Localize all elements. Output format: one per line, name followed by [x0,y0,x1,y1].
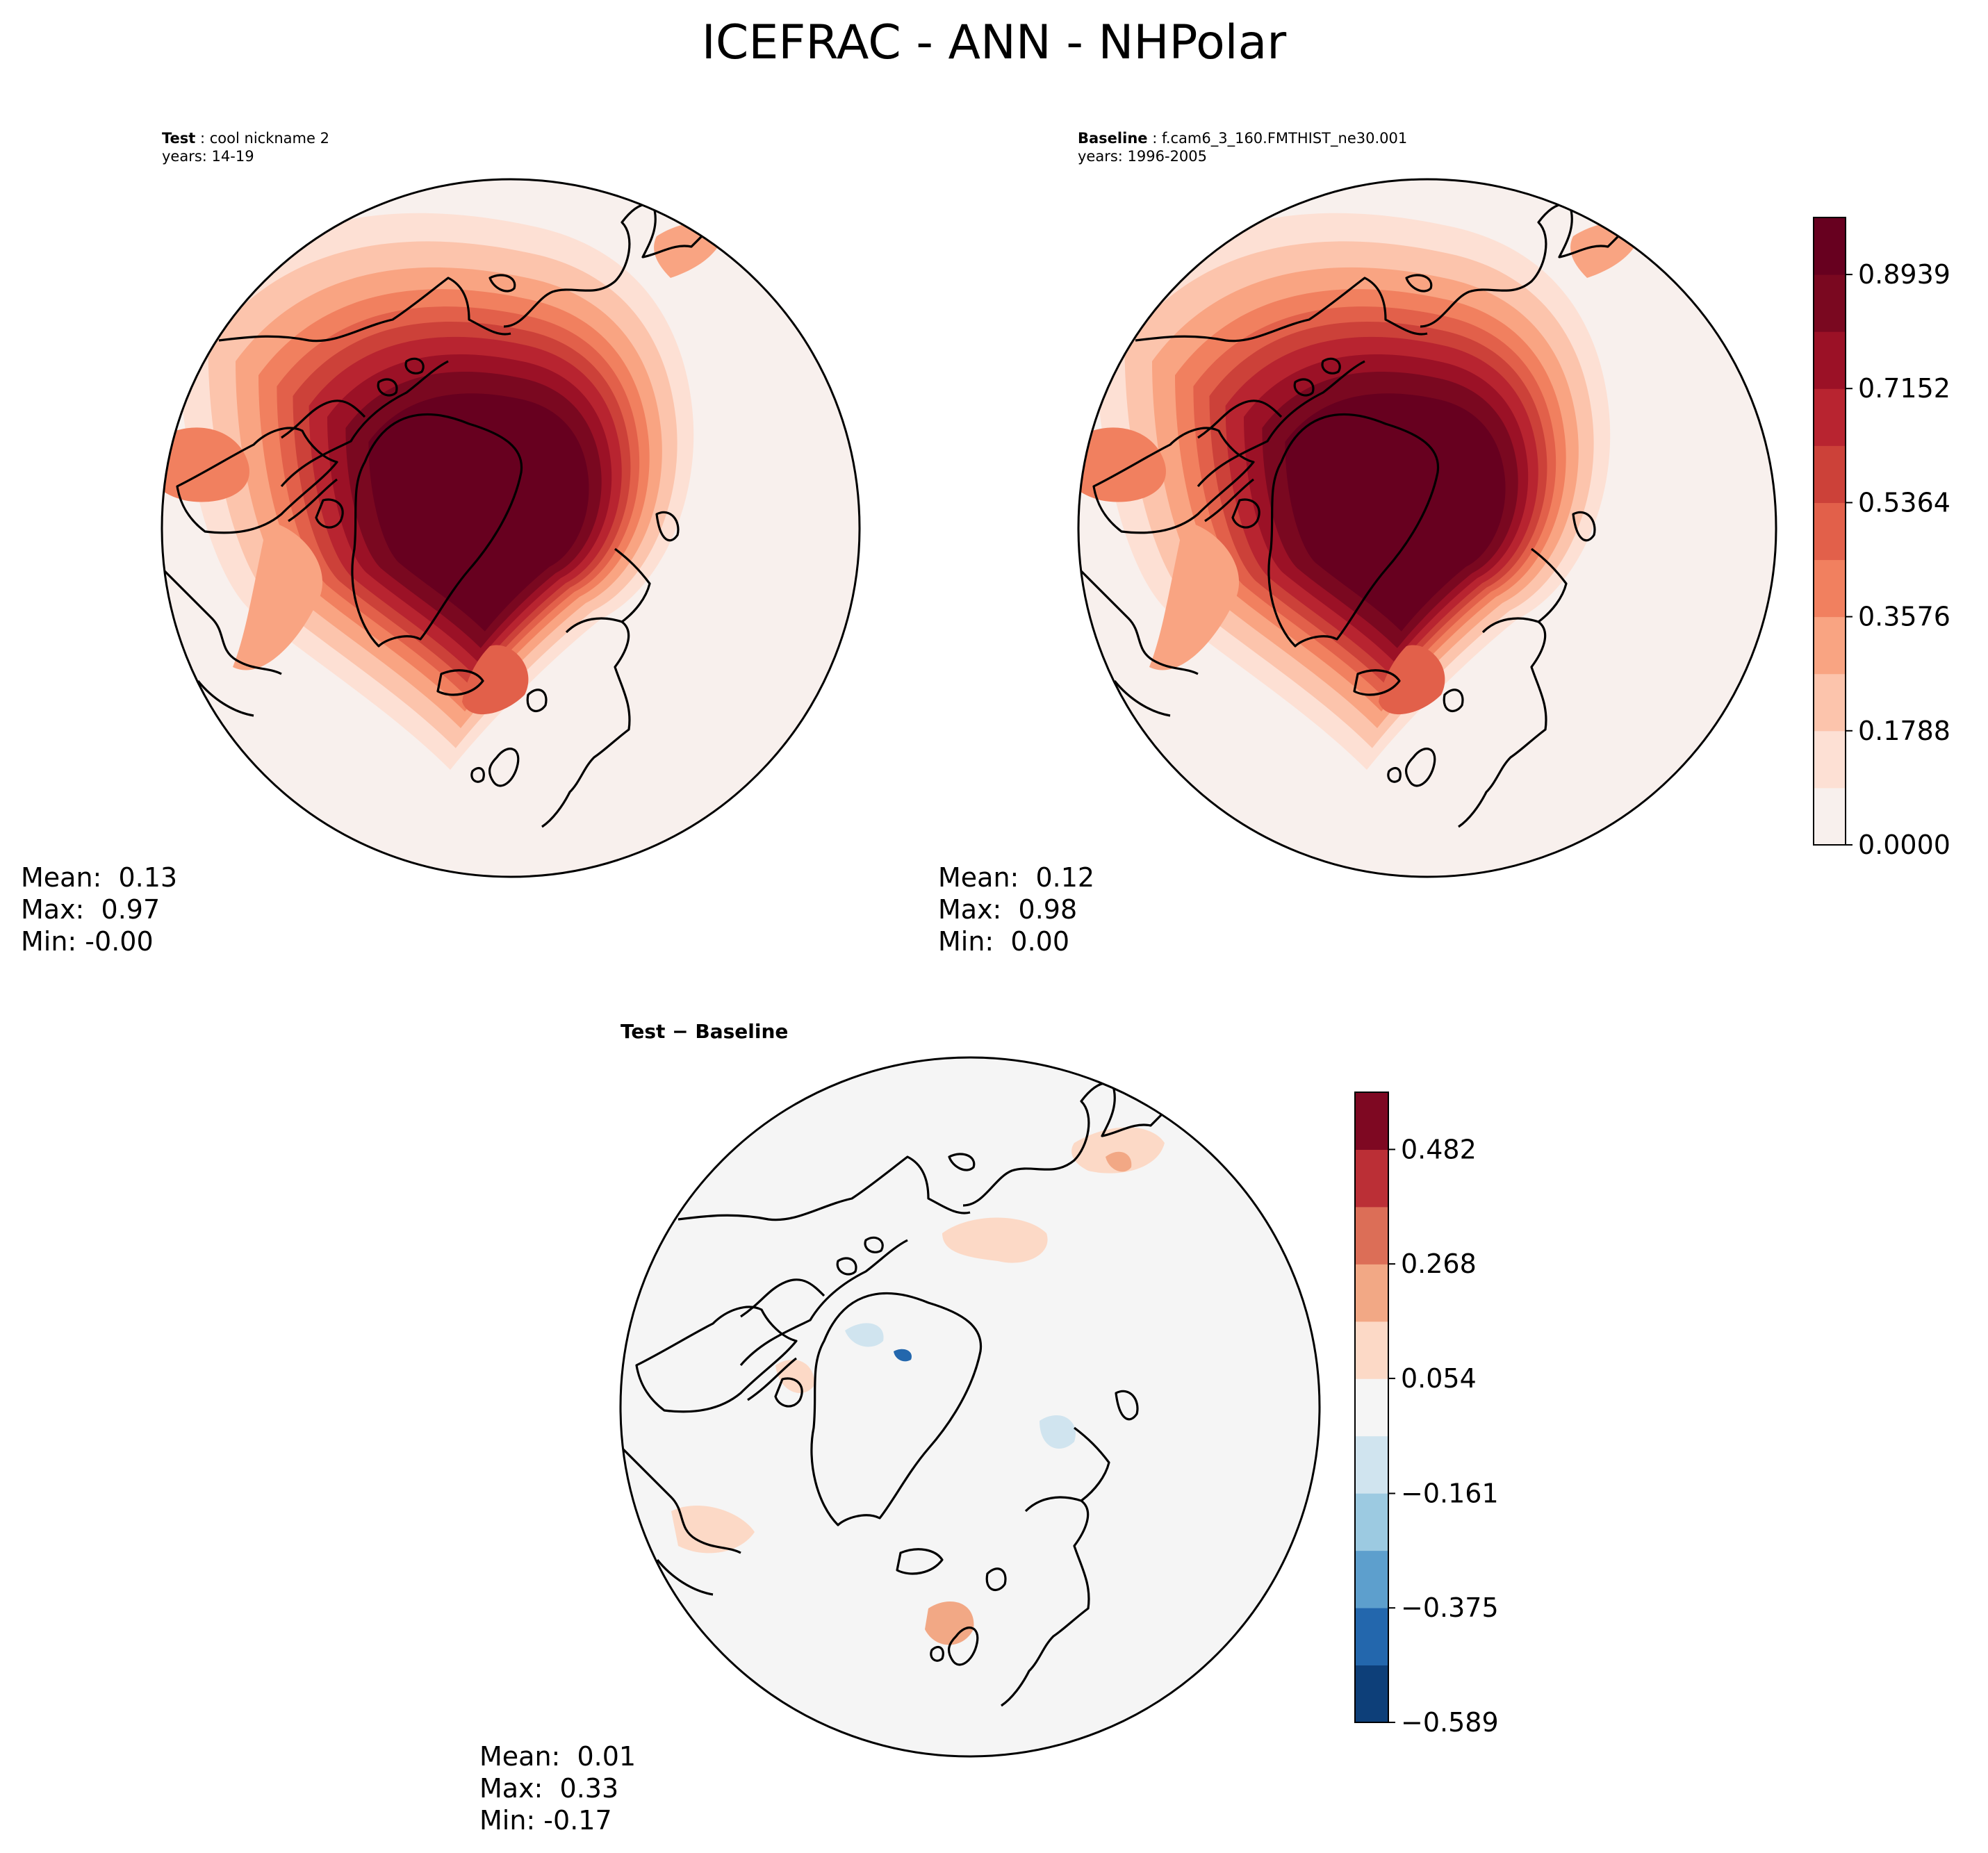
diff-anomaly-labrador [671,1505,755,1554]
colorbar-tick-label: 0.054 [1401,1363,1477,1394]
test-label: Test [162,130,196,147]
colorbar-tick-label: 0.7152 [1858,373,1950,404]
diff-anomaly-bering [1071,1127,1165,1173]
colorbar-segment [1814,217,1846,275]
diff-map [619,1056,1321,1758]
colorbar-tick-label: 0.482 [1401,1134,1477,1164]
diff-colorbar: −0.589 −0.375 −0.161 0.054 0.268 0.482 [1354,1092,1499,1738]
colorbar-tick-label: 0.8939 [1858,259,1950,290]
baseline-min: Min: 0.00 [938,926,1069,957]
ice-labrador-lobe [233,521,323,670]
test-min: Min: -0.00 [21,926,154,957]
test-mean: Mean: 0.13 [21,862,178,893]
diff-anomaly-chukchi [942,1217,1048,1263]
colorbar-tick-label: 0.268 [1401,1249,1477,1279]
colorbar-segment [1355,1378,1388,1437]
colorbar-tick-label: 0.3576 [1858,602,1950,632]
colorbar-segment [1355,1149,1388,1208]
diff-max: Max: 0.33 [479,1773,619,1804]
baseline-stats: Mean: 0.12 Max: 0.98 Min: 0.00 [938,862,1094,957]
colorbar-segment [1814,445,1846,503]
colorbar-tick-label: −0.375 [1401,1592,1499,1623]
diff-panel-title: Test − Baseline [621,1020,789,1043]
diff-min: Min: -0.17 [479,1805,612,1836]
diff-anomaly-negative-1 [845,1323,884,1347]
ice-contour-level-10 [368,393,589,632]
figure-title: ICEFRAC - ANN - NHPolar [701,15,1287,70]
colorbar-frame [1354,1092,1389,1723]
colorbar-segment [1355,1264,1388,1322]
colorbar-segment [1814,730,1846,789]
baseline-case-name: f.cam6_3_160.FMTHIST_ne30.001 [1161,130,1408,147]
diff-anomaly-negative-core [894,1349,912,1362]
test-map [161,178,861,878]
colorbar-segment [1355,1435,1388,1494]
colorbar-tick-label: 0.1788 [1858,716,1950,746]
colorbar-segment [1814,616,1846,675]
colorbar-tick-label: −0.589 [1401,1707,1499,1738]
baseline-years: years: 1996-2005 [1078,148,1208,165]
test-years: years: 14-19 [162,148,254,165]
baseline-map [1077,178,1777,878]
ice-greenland-sea [1379,645,1445,715]
ice-labrador-lobe [1149,521,1240,670]
diff-anomaly-iceland [925,1601,974,1645]
colorbar-segment [1355,1092,1388,1150]
colorbar-segment [1355,1206,1388,1265]
colorbar-frame [1813,217,1846,846]
colorbar-segment [1355,1493,1388,1551]
colorbar-segment [1814,673,1846,732]
baseline-label: Baseline [1078,130,1148,147]
diff-stats: Mean: 0.01 Max: 0.33 Min: -0.17 [479,1740,636,1836]
baseline-panel-title: Baseline : f.cam6_3_160.FMTHIST_ne30.001… [1078,130,1408,165]
colorbar-segment [1814,388,1846,446]
colorbar-segment [1814,331,1846,389]
baseline-mean: Mean: 0.12 [938,862,1095,893]
baseline-colorbar: 0.0000 0.1788 0.3576 0.5364 0.7152 0.8939 [1813,217,1950,860]
colorbar-segment [1355,1321,1388,1379]
diff-mean: Mean: 0.01 [479,1741,636,1772]
diff-anomaly-negative-2 [1040,1415,1076,1449]
ice-contour-level-10 [1285,393,1506,632]
colorbar-segment [1355,1550,1388,1608]
colorbar-segment [1355,1665,1388,1723]
test-max: Max: 0.97 [21,894,161,925]
diff-anomaly-bering-core [1106,1151,1132,1172]
colorbar-segment [1355,1608,1388,1666]
test-stats: Mean: 0.13 Max: 0.97 Min: -0.00 [21,862,177,957]
colorbar-segment [1814,787,1846,846]
baseline-max: Max: 0.98 [938,894,1078,925]
colorbar-tick-label: −0.161 [1401,1478,1499,1508]
colorbar-tick-label: 0.5364 [1858,487,1950,518]
colorbar-tick-label: 0.0000 [1858,830,1950,860]
colorbar-segment [1814,559,1846,618]
ice-greenland-sea [462,645,529,715]
test-panel-title: Test : cool nickname 2 years: 14-19 [162,130,329,165]
test-case-name: cool nickname 2 [209,130,329,147]
colorbar-segment [1814,274,1846,332]
colorbar-segment [1814,502,1846,561]
